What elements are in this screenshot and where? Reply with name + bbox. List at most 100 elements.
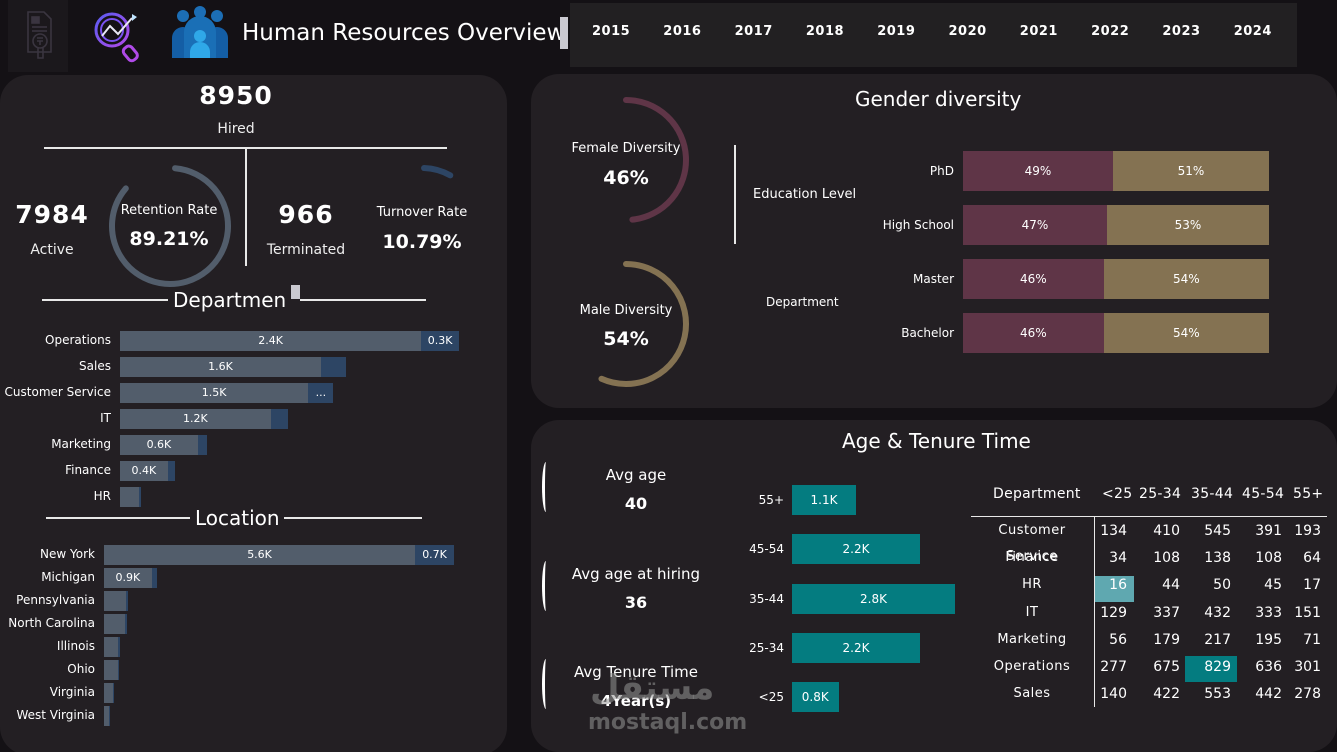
table-cell: 108 bbox=[1255, 550, 1282, 567]
male-bar-value: 54% bbox=[1173, 326, 1200, 340]
terminated-bar[interactable] bbox=[125, 614, 128, 634]
female-bar[interactable] bbox=[963, 259, 1104, 299]
age-group-label: 25-34 bbox=[749, 640, 784, 655]
bar-label: Michigan bbox=[41, 570, 95, 584]
table-row-department: IT bbox=[1025, 604, 1039, 620]
education-level-label: Master bbox=[913, 272, 954, 286]
text-cursor bbox=[560, 17, 568, 49]
filter-education-level[interactable]: Education Level bbox=[753, 187, 857, 202]
female-bar[interactable] bbox=[963, 151, 1113, 191]
male-bar[interactable] bbox=[1103, 313, 1269, 353]
active-bar[interactable] bbox=[120, 409, 271, 429]
card-accent bbox=[542, 462, 550, 512]
male-bar[interactable] bbox=[1103, 259, 1269, 299]
terminated-bar[interactable] bbox=[320, 357, 346, 377]
terminated-bar[interactable] bbox=[421, 331, 459, 351]
terminated-label: Terminated bbox=[266, 242, 346, 258]
active-bar[interactable] bbox=[104, 706, 109, 726]
department-section-title: Departmen bbox=[173, 288, 287, 312]
terminated-bar[interactable] bbox=[109, 706, 110, 726]
divider bbox=[46, 517, 190, 519]
female-bar-value: 49% bbox=[1024, 164, 1052, 178]
active-bar-value: 0.9K bbox=[115, 571, 141, 584]
terminated-bar[interactable] bbox=[270, 409, 289, 429]
table-column-divider bbox=[1094, 517, 1095, 707]
table-cell: 337 bbox=[1153, 604, 1180, 621]
female-diversity-value: 46% bbox=[603, 167, 649, 189]
active-bar[interactable] bbox=[104, 614, 126, 634]
active-bar[interactable] bbox=[104, 683, 113, 703]
table-header-4[interactable]: 45-54 bbox=[1242, 486, 1285, 502]
active-bar[interactable] bbox=[104, 545, 416, 565]
table-cell: 34 bbox=[1109, 550, 1127, 567]
table-header-2[interactable]: 25-34 bbox=[1139, 486, 1182, 502]
table-cell: 553 bbox=[1204, 686, 1231, 703]
age-group-value: 1.1K bbox=[810, 493, 838, 507]
table-header-5[interactable]: 55+ bbox=[1293, 486, 1324, 502]
terminated-bar[interactable] bbox=[151, 568, 158, 588]
male-bar[interactable] bbox=[1106, 205, 1269, 245]
active-bar[interactable] bbox=[120, 487, 139, 507]
terminated-bar[interactable] bbox=[308, 383, 334, 403]
year-option-2024[interactable]: 2024 bbox=[1233, 24, 1272, 39]
year-option-2021[interactable]: 2021 bbox=[1019, 24, 1058, 39]
terminated-bar[interactable] bbox=[117, 660, 119, 680]
male-bar-value: 53% bbox=[1174, 218, 1202, 232]
age-group-bar[interactable] bbox=[792, 682, 839, 713]
active-bar[interactable] bbox=[120, 357, 321, 377]
age-group-bar[interactable] bbox=[792, 485, 857, 515]
male-bar[interactable] bbox=[1112, 151, 1269, 191]
age-group-label: 55+ bbox=[758, 493, 784, 507]
bar-label: Finance bbox=[65, 463, 111, 477]
terminated-bar[interactable] bbox=[138, 487, 142, 507]
age-group-bar[interactable] bbox=[792, 534, 921, 565]
active-bar[interactable] bbox=[120, 461, 168, 481]
active-bar-value: 2.4K bbox=[258, 334, 284, 347]
female-bar-value: 46% bbox=[1020, 326, 1047, 340]
table-cell: 151 bbox=[1294, 604, 1321, 621]
active-bar[interactable] bbox=[104, 660, 118, 680]
table-cell: 108 bbox=[1153, 550, 1180, 567]
terminated-bar[interactable] bbox=[415, 545, 454, 565]
active-bar[interactable] bbox=[120, 383, 309, 403]
table-header-1[interactable]: <25 bbox=[1102, 486, 1133, 502]
year-option-2018[interactable]: 2018 bbox=[805, 24, 845, 39]
terminated-bar[interactable] bbox=[112, 683, 114, 703]
terminated-bar[interactable] bbox=[126, 591, 129, 611]
table-cell: 17 bbox=[1303, 577, 1321, 594]
age-group-bar[interactable] bbox=[792, 583, 955, 614]
terminated-bar[interactable] bbox=[197, 435, 207, 455]
year-option-2023[interactable]: 2023 bbox=[1162, 24, 1201, 39]
year-option-2020[interactable]: 2020 bbox=[948, 24, 987, 39]
table-header-0[interactable]: Department bbox=[993, 486, 1081, 502]
age-group-label: 35-44 bbox=[749, 591, 784, 606]
year-option-2019[interactable]: 2019 bbox=[877, 24, 916, 39]
active-bar[interactable] bbox=[120, 331, 422, 351]
filter-department[interactable]: Department bbox=[766, 295, 839, 309]
table-cell: 410 bbox=[1153, 523, 1180, 539]
retention-gauge-arc bbox=[109, 165, 231, 287]
age-group-value: 2.2K bbox=[842, 640, 870, 655]
avg-age-value: 40 bbox=[624, 494, 648, 513]
year-option-2015[interactable]: 2015 bbox=[592, 24, 631, 39]
age-tenure-title: Age & Tenure Time bbox=[842, 429, 1031, 453]
year-option-2022[interactable]: 2022 bbox=[1091, 24, 1130, 39]
min-value-highlight bbox=[1095, 576, 1134, 603]
table-cell: 391 bbox=[1255, 523, 1282, 539]
active-bar[interactable] bbox=[104, 637, 118, 657]
active-bar[interactable] bbox=[104, 568, 152, 588]
active-bar[interactable] bbox=[120, 435, 198, 455]
divider bbox=[734, 145, 736, 244]
year-option-2016[interactable]: 2016 bbox=[663, 24, 702, 39]
active-bar[interactable] bbox=[104, 591, 127, 611]
male-diversity-value: 54% bbox=[603, 328, 649, 350]
table-header-3[interactable]: 35-44 bbox=[1191, 486, 1234, 502]
age-group-bar[interactable] bbox=[792, 632, 921, 663]
table-row-department: HR bbox=[1022, 577, 1042, 593]
female-bar[interactable] bbox=[963, 313, 1104, 353]
table-cell: 278 bbox=[1294, 686, 1321, 703]
terminated-bar[interactable] bbox=[117, 637, 120, 657]
terminated-bar[interactable] bbox=[167, 461, 176, 481]
female-bar[interactable] bbox=[963, 205, 1107, 245]
year-option-2017[interactable]: 2017 bbox=[734, 24, 773, 39]
